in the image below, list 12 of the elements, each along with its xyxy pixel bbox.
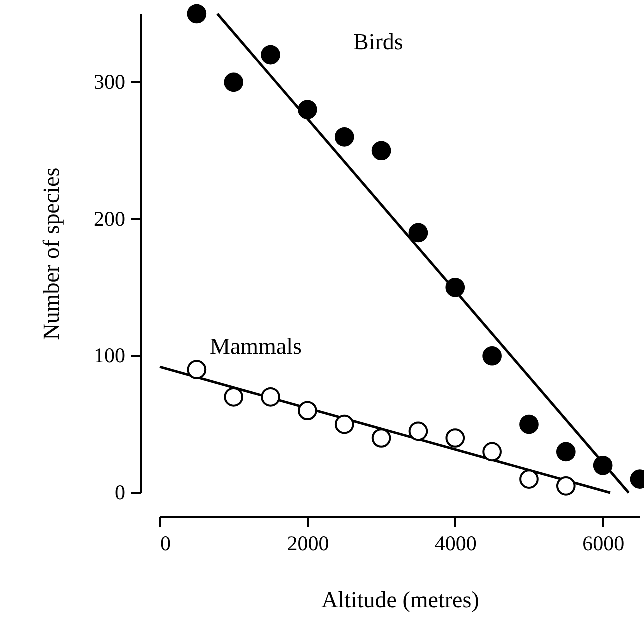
- x-axis-title: Altitude (metres): [322, 588, 480, 612]
- y-axis-title: Number of species: [39, 168, 64, 340]
- x-tick-label: 2000: [287, 532, 330, 556]
- x-tick-label: 4000: [434, 532, 477, 556]
- y-tick-label: 0: [115, 480, 126, 504]
- text: Birds: [353, 30, 404, 55]
- series-label: Mammals: [210, 334, 302, 359]
- y-tick-label: 100: [94, 344, 126, 368]
- x-tick-label: 0: [160, 532, 171, 556]
- y-tick-label: 200: [94, 206, 126, 231]
- y-tick-label: 300: [94, 70, 126, 94]
- x-tick-label: 6000: [582, 532, 625, 556]
